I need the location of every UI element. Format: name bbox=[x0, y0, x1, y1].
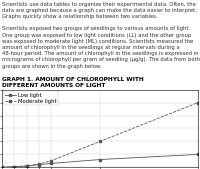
Line: Low light: Low light bbox=[1, 153, 199, 168]
Moderate light bbox=[50, 160, 52, 162]
Low light bbox=[99, 159, 101, 161]
Low light bbox=[197, 153, 199, 155]
Moderate light bbox=[1, 166, 3, 168]
Low light bbox=[25, 165, 28, 167]
Moderate light bbox=[13, 166, 15, 168]
Line: Moderate light: Moderate light bbox=[1, 102, 199, 168]
Low light bbox=[38, 164, 40, 166]
Text: Scientists use data tables to organize their experimental data. Often, the data : Scientists use data tables to organize t… bbox=[2, 2, 200, 69]
Moderate light bbox=[25, 165, 28, 167]
Legend: Low light, Moderate light: Low light, Moderate light bbox=[4, 91, 58, 105]
Moderate light bbox=[38, 163, 40, 165]
Low light bbox=[1, 166, 3, 168]
Moderate light bbox=[197, 102, 199, 104]
Low light bbox=[13, 166, 15, 168]
Low light bbox=[50, 162, 52, 164]
Text: GRAPH 1. AMOUNT OF CHLOROPHYLL WITH
DIFFERENT AMOUNTS OF LIGHT: GRAPH 1. AMOUNT OF CHLOROPHYLL WITH DIFF… bbox=[2, 77, 144, 88]
Moderate light bbox=[99, 140, 101, 142]
